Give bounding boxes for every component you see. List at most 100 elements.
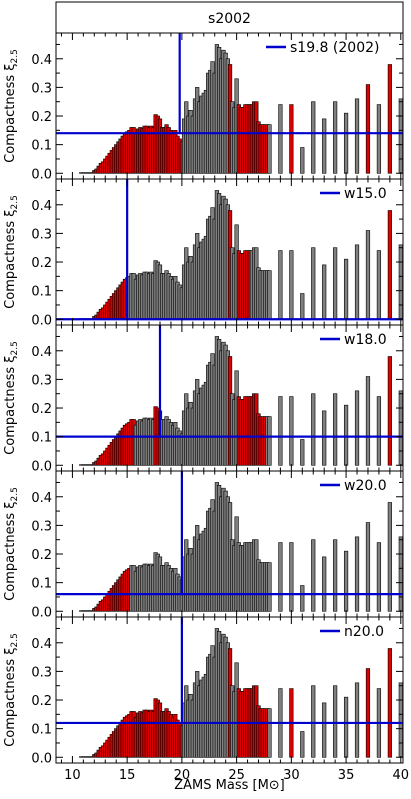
bar-w18.0-38 <box>376 396 382 466</box>
legend-label: n20.0 <box>344 624 384 640</box>
x-tick-label: 30 <box>283 768 300 783</box>
bar-w18.0-36 <box>354 390 360 466</box>
y-tick-label: 0.3 <box>31 519 52 534</box>
panel-w15.0: w15.0 0.0 0.1 0.2 0.3 0.4 Compactness ξ2.5 <box>3 178 404 328</box>
bar-n20.0-36 <box>354 682 360 758</box>
bar-w15.0-38 <box>376 250 382 320</box>
bar-w20.0-28 <box>267 562 272 612</box>
bar-w18.0-39 <box>387 356 392 466</box>
bar-s19.8-29 <box>278 104 283 174</box>
bar-s19.8-34 <box>333 101 338 174</box>
y-axis-label: Compactness ξ2.5 <box>3 487 20 601</box>
bar-s19.8-35 <box>343 112 349 174</box>
y-tick-label: 0.3 <box>31 665 52 680</box>
bar-s19.8-37 <box>365 84 371 174</box>
x-tick-label: 10 <box>64 768 81 783</box>
bar-w20.0-35 <box>343 550 349 612</box>
panel-w18.0: w18.0 0.0 0.1 0.2 0.3 0.4 Compactness ξ2.5 <box>3 324 404 474</box>
x-tick-labels: 10 15 20 25 30 35 40 <box>64 768 409 783</box>
bar-w18.0-31 <box>300 439 305 466</box>
figure-title: s2002 <box>208 11 251 27</box>
x-tick-label: 20 <box>174 768 191 783</box>
bar-w20.0-36 <box>354 536 360 612</box>
y-tick-label: 0.2 <box>31 402 52 417</box>
bar-w15.0-32 <box>311 247 316 320</box>
y-tick-label: 0.3 <box>31 81 52 96</box>
bar-w20.0-29 <box>278 542 283 612</box>
bar-w18.0-37 <box>365 376 371 466</box>
bar-n20.0-32 <box>311 685 316 758</box>
y-tick-label: 0.4 <box>31 491 52 506</box>
x-tick-label: 40 <box>393 768 410 783</box>
bar-w15.0-31 <box>300 293 305 320</box>
bar-w15.0-29 <box>278 250 283 320</box>
bar-w20.0-30 <box>289 542 294 612</box>
y-axis-label: Compactness ξ2.5 <box>3 341 20 455</box>
y-axis-label: Compactness ξ2.5 <box>3 49 20 163</box>
bar-w15.0-36 <box>354 244 360 320</box>
legend-label: s19.8 (2002) <box>290 40 379 56</box>
y-tick-label: 0.1 <box>31 577 52 592</box>
y-tick-label: 0.4 <box>31 53 52 68</box>
bar-w20.0-39 <box>387 502 392 612</box>
bar-w18.0-32 <box>311 393 316 466</box>
y-tick-label: 0.2 <box>31 110 52 125</box>
y-tick-label: 0.4 <box>31 199 52 214</box>
bar-s19.8-28 <box>267 124 272 174</box>
bar-s19.8-39 <box>387 64 392 174</box>
bar-n20.0-33 <box>322 702 327 758</box>
bar-s19.8-30 <box>289 104 294 174</box>
bar-w15.0-40 <box>398 244 403 320</box>
y-tick-label: 0.0 <box>31 605 52 620</box>
bar-s19.8-32 <box>311 101 316 174</box>
bar-n20.0-28 <box>267 708 272 758</box>
y-tick-label: 0.2 <box>31 548 52 563</box>
y-tick-label: 0.1 <box>31 431 52 446</box>
bar-n20.0-31 <box>300 731 305 758</box>
y-tick-label: 0.3 <box>31 373 52 388</box>
bar-w20.0-34 <box>333 539 338 612</box>
panel-n20.0: n20.0 0.0 0.1 0.2 0.3 0.4 Compactness ξ2.5 <box>3 616 404 766</box>
bar-s19.8-40 <box>398 98 403 174</box>
x-axis-label: ZAMS Mass [M⊙] <box>174 778 285 793</box>
bar-w15.0-30 <box>289 250 294 320</box>
bar-n20.0-35 <box>343 696 349 758</box>
y-tick-label: 0.0 <box>31 459 52 474</box>
bar-n20.0-40 <box>398 682 403 758</box>
figure-title-box: s2002 <box>55 1 404 34</box>
panels: s19.8 (2002) 0.0 0.1 0.2 0.3 0.4 Compactness ξ… <box>3 32 404 766</box>
y-axis-label: Compactness ξ2.5 <box>3 195 20 309</box>
panel-s19.8: s19.8 (2002) 0.0 0.1 0.2 0.3 0.4 Compactness ξ… <box>3 32 404 182</box>
bar-w20.0-32 <box>311 539 316 612</box>
bar-n20.0-39 <box>387 648 392 758</box>
bar-w20.0-31 <box>300 585 305 612</box>
bar-s19.8-33 <box>322 118 327 174</box>
bar-n20.0-34 <box>333 685 338 758</box>
x-tick-label: 15 <box>119 768 136 783</box>
y-tick-label: 0.0 <box>31 313 52 328</box>
bar-w18.0-35 <box>343 404 349 466</box>
y-tick-label: 0.1 <box>31 723 52 738</box>
y-tick-label: 0.0 <box>31 751 52 766</box>
bar-w15.0-37 <box>365 230 371 320</box>
bar-s19.8-31 <box>300 147 305 174</box>
y-tick-label: 0.2 <box>31 694 52 709</box>
bar-w18.0-28 <box>267 416 272 466</box>
y-tick-label: 0.4 <box>31 637 52 652</box>
y-tick-label: 0.1 <box>31 285 52 300</box>
panel-w20.0: w20.0 0.0 0.1 0.2 0.3 0.4 Compactness ξ2.5 <box>3 470 404 620</box>
bar-s19.8-36 <box>354 98 360 174</box>
bar-w15.0-28 <box>267 270 272 320</box>
bar-w15.0-39 <box>387 210 392 320</box>
panel-frame <box>55 616 404 764</box>
bar-w18.0-33 <box>322 410 327 466</box>
bar-w20.0-37 <box>365 522 371 612</box>
legend-label: w15.0 <box>344 186 387 202</box>
legend-label: w18.0 <box>344 332 387 348</box>
y-tick-label: 0.1 <box>31 139 52 154</box>
bar-s19.8-38 <box>376 104 382 174</box>
bar-w20.0-40 <box>398 536 403 612</box>
bar-w15.0-34 <box>333 247 338 320</box>
bar-n20.0-37 <box>365 668 371 758</box>
